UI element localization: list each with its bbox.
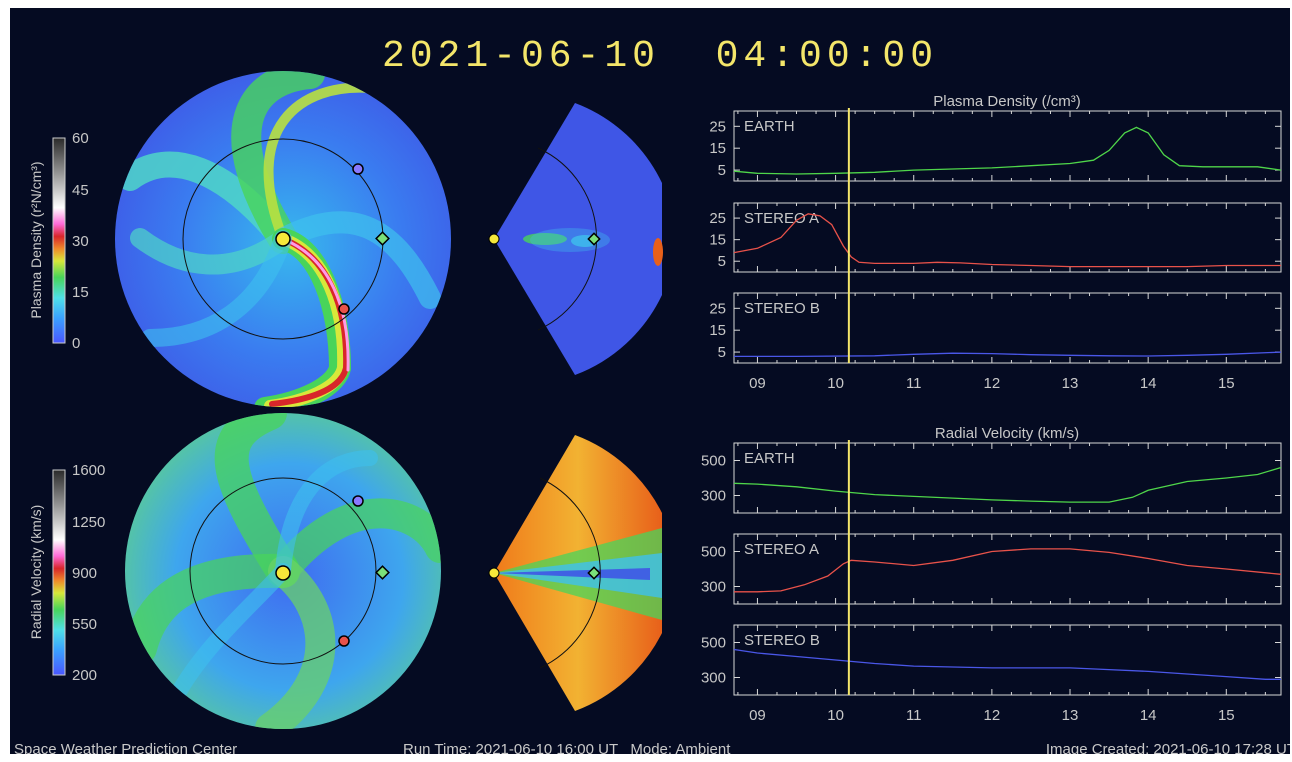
velocity-series-line-stereo-b <box>733 648 1281 680</box>
density-panel-frame <box>733 202 1282 273</box>
stereo-b-marker <box>352 495 364 507</box>
velocity-series-label: STEREO A <box>744 541 819 558</box>
velocity-series-line-stereo-a <box>734 548 1282 593</box>
footer-image-created: Image Created: 2021-06-10 17:28 UT <box>1045 741 1290 754</box>
velocity-y-tick-label: 500 <box>701 635 726 652</box>
density-y-tick-label: 15 <box>709 322 726 339</box>
velocity-x-tick-label: 14 <box>1140 707 1157 724</box>
enlil-figure: 2021-06-10 04:00:00 Plasma Density (r²N/… <box>28 35 1282 729</box>
sun-marker <box>275 231 291 247</box>
density-x-tick-label: 09 <box>749 375 766 392</box>
density-meridional-wedge <box>488 103 663 375</box>
velocity-panel-frame <box>733 624 1282 696</box>
density-colorbar: Plasma Density (r²N/cm³) 60 45 30 15 0 <box>28 130 89 352</box>
stereo-a-marker <box>338 303 350 315</box>
earth-marker <box>375 565 390 580</box>
density-x-tick-label: 14 <box>1140 375 1157 392</box>
velocity-x-tick-label: 11 <box>906 707 922 724</box>
sun-marker <box>275 565 291 581</box>
density-series-label: STEREO A <box>744 210 819 227</box>
velocity-series-line-earth <box>733 466 1282 503</box>
density-panel-title: Plasma Density (/cm³) <box>933 93 1081 110</box>
stereo-a-marker <box>338 635 350 647</box>
density-series-label: EARTH <box>744 118 795 135</box>
density-colorbar-tick: 15 <box>72 284 89 301</box>
density-y-tick-label: 5 <box>718 162 726 179</box>
density-y-tick-label: 5 <box>718 344 726 361</box>
density-x-tick-label: 11 <box>906 375 922 392</box>
density-panel-frame <box>733 292 1282 364</box>
density-colorbar-tick: 60 <box>72 130 89 147</box>
sun-marker <box>488 567 500 579</box>
velocity-panel-frame <box>733 533 1282 605</box>
velocity-x-tick-label: 15 <box>1218 707 1235 724</box>
velocity-y-tick-label: 500 <box>701 544 726 561</box>
velocity-y-tick-label: 500 <box>701 453 726 470</box>
density-x-tick-label: 15 <box>1218 375 1235 392</box>
velocity-disc-markers <box>275 495 390 647</box>
density-y-tick-label: 15 <box>709 232 726 249</box>
velocity-colorbar-label: Radial Velocity (km/s) <box>28 505 44 640</box>
density-x-tick-label: 10 <box>827 375 844 392</box>
velocity-colorbar-tick: 550 <box>72 616 97 633</box>
density-panel-frame <box>733 110 1282 182</box>
velocity-panel-frame <box>733 442 1282 514</box>
density-y-tick-label: 25 <box>709 118 726 135</box>
velocity-meridional-wedge <box>488 435 662 711</box>
density-y-tick-label: 15 <box>709 140 726 157</box>
velocity-colorbar-tick: 1250 <box>72 514 105 531</box>
density-x-tick-label: 13 <box>1062 375 1079 392</box>
density-y-tick-label: 5 <box>718 253 726 270</box>
earth-marker <box>587 232 601 246</box>
footer-organization: Space Weather Prediction Center <box>14 741 238 754</box>
velocity-y-tick-label: 300 <box>701 488 726 505</box>
velocity-colorbar-tick: 1600 <box>72 462 105 479</box>
density-series-line-stereo-b <box>734 351 1282 358</box>
velocity-colorbar-tick: 900 <box>72 565 97 582</box>
earth-marker <box>375 231 390 246</box>
density-series-line-stereo-a <box>733 213 1281 268</box>
velocity-colorbar-tick: 200 <box>72 667 97 684</box>
velocity-panel-title: Radial Velocity (km/s) <box>935 425 1079 442</box>
density-y-tick-label: 25 <box>709 300 726 317</box>
enlil-visualization: 2021-06-10 04:00:00 Plasma Density (r²N/… <box>10 8 1290 754</box>
density-colorbar-tick: 0 <box>72 335 80 352</box>
velocity-y-tick-label: 300 <box>701 670 726 687</box>
velocity-series-label: STEREO B <box>744 632 820 649</box>
velocity-x-tick-label: 13 <box>1062 707 1079 724</box>
density-colorbar-label: Plasma Density (r²N/cm³) <box>28 161 44 318</box>
velocity-colorbar: Radial Velocity (km/s) 1600 1250 900 550… <box>28 462 105 684</box>
sun-marker <box>488 233 500 245</box>
time-series-panels: 25 15 5 EARTH 25 15 5 STEREO A 25 15 5 STEREO B 09 10… <box>701 108 1282 724</box>
density-series-label: STEREO B <box>744 300 820 317</box>
timestamp-title: 2021-06-10 04:00:00 <box>382 35 938 78</box>
stereo-b-marker <box>352 163 364 175</box>
density-colorbar-tick: 45 <box>72 182 89 199</box>
density-colorbar-tick: 30 <box>72 233 89 250</box>
velocity-x-tick-label: 12 <box>984 707 1001 724</box>
density-series-line-earth <box>733 126 1282 175</box>
density-y-tick-label: 25 <box>709 210 726 227</box>
earth-marker <box>587 566 601 580</box>
velocity-series-label: EARTH <box>744 450 795 467</box>
density-disc-markers <box>275 163 390 315</box>
velocity-x-tick-label: 10 <box>827 707 844 724</box>
density-x-tick-label: 12 <box>984 375 1001 392</box>
velocity-y-tick-label: 300 <box>701 579 726 596</box>
velocity-x-tick-label: 09 <box>749 707 766 724</box>
footer-run-info: Run Time: 2021-06-10 16:00 UT Mode: Ambi… <box>403 741 731 754</box>
